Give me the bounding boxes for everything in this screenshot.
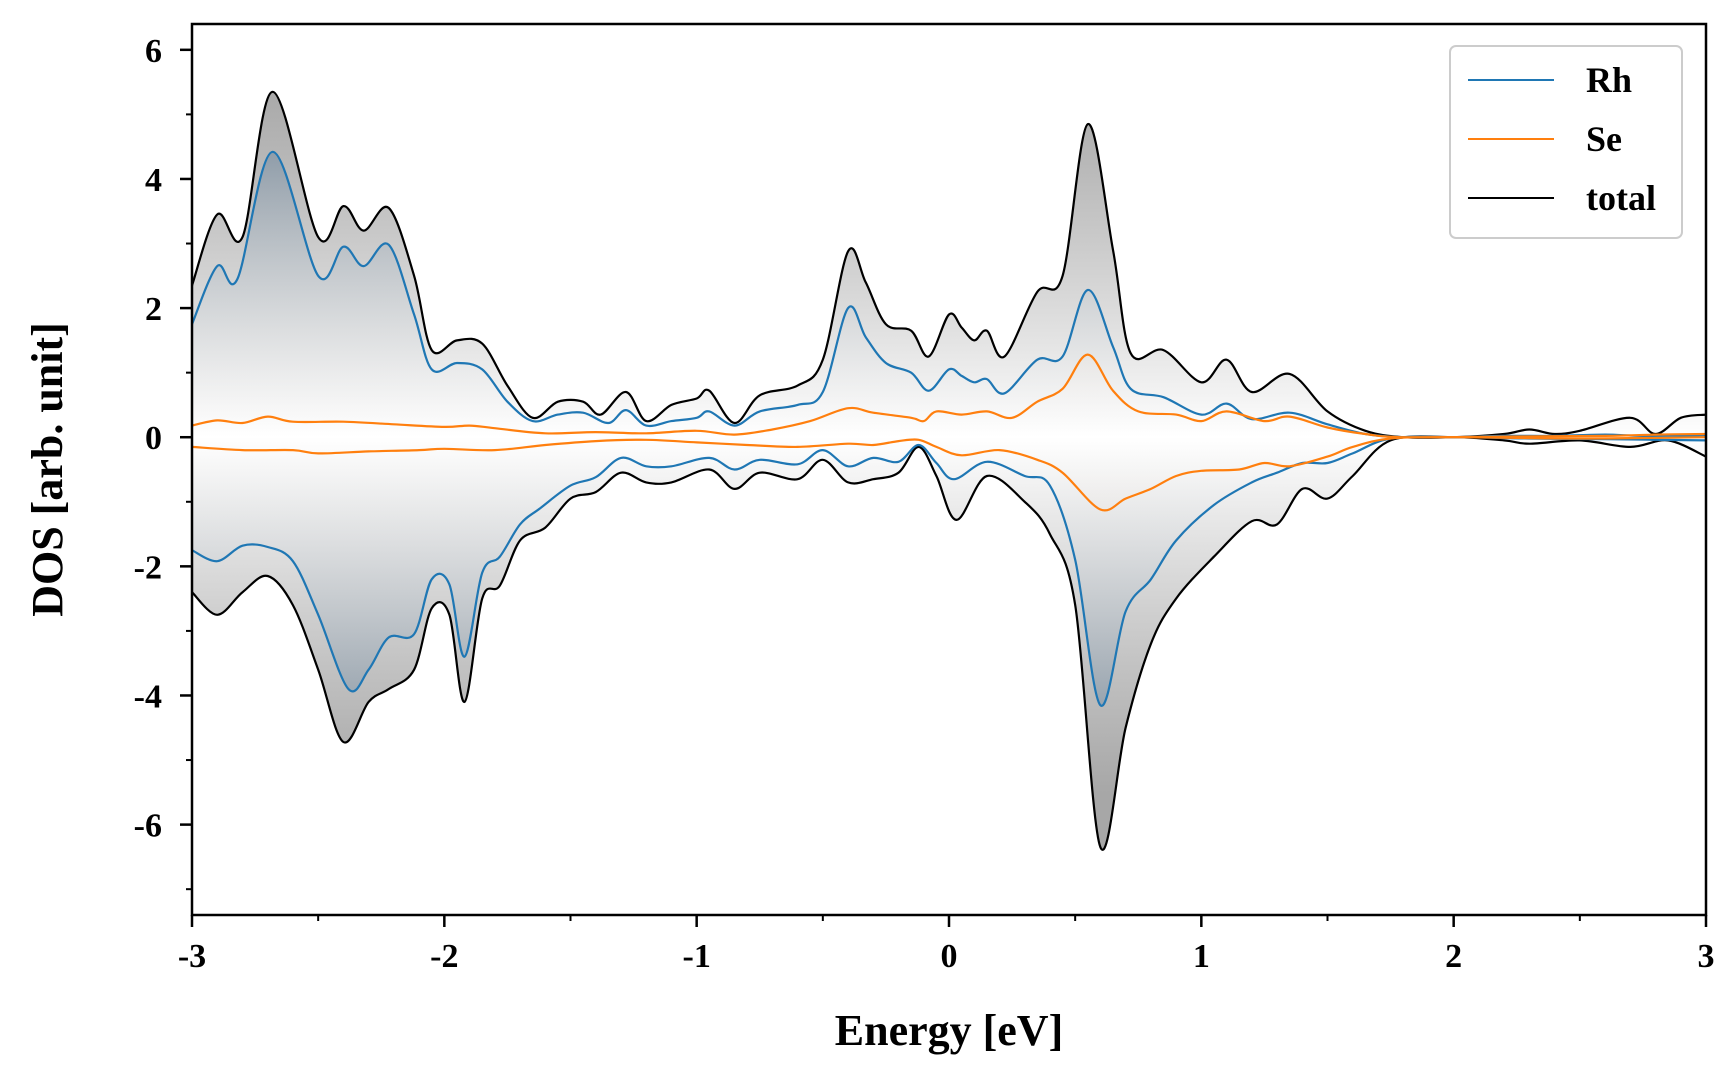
series-line-rh-up <box>192 150 1706 439</box>
legend-label-se: Se <box>1586 119 1622 159</box>
x-tick-label: 0 <box>941 938 958 975</box>
x-axis: -3 -2 -1 0 1 2 3 <box>178 915 1715 975</box>
series-line-total-up <box>192 90 1706 439</box>
legend-box <box>1449 45 1683 239</box>
x-tick-label: 3 <box>1698 938 1715 975</box>
series-line-se-down <box>192 436 1706 512</box>
y-tick-label: 6 <box>145 33 162 70</box>
y-axis-label: DOS [arb. unit] <box>23 322 72 617</box>
y-tick-label: 0 <box>145 420 162 457</box>
legend-label-rh: Rh <box>1586 60 1632 100</box>
y-tick-label: 2 <box>145 291 162 328</box>
series-line-total-down <box>192 435 1706 851</box>
series-line-se-up <box>192 353 1706 439</box>
y-tick-label: -2 <box>134 549 162 586</box>
y-tick-label: -4 <box>134 678 162 715</box>
series-line-rh-down <box>192 435 1706 707</box>
legend: Rh Se total <box>1449 45 1683 239</box>
x-tick-label: -3 <box>178 938 206 975</box>
fill-rh-up <box>192 151 1706 438</box>
x-tick-label: -2 <box>430 938 458 975</box>
x-axis-label: Energy [eV] <box>835 1006 1064 1055</box>
y-tick-label: -6 <box>134 808 162 845</box>
x-tick-label: -1 <box>683 938 711 975</box>
legend-label-total: total <box>1586 178 1656 218</box>
x-tick-label: 2 <box>1445 938 1462 975</box>
curve-lines <box>192 90 1706 851</box>
y-tick-label: 4 <box>145 162 162 199</box>
fill-se-up <box>192 354 1706 438</box>
x-tick-label: 1 <box>1193 938 1210 975</box>
y-axis: -6 -4 -2 0 2 4 6 <box>134 33 192 891</box>
